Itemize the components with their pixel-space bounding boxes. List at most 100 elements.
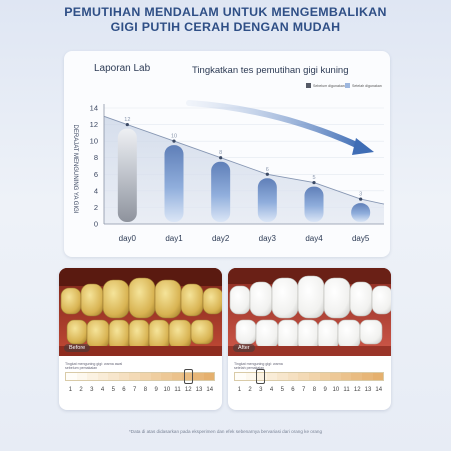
data-label-day4: 5 [312, 175, 315, 181]
x-tick-label: day5 [352, 234, 370, 243]
shade-number: 14 [206, 387, 214, 393]
shade-number: 7 [133, 387, 137, 393]
y-axis-label: DERAJAT MENGUNING YA GIGI [72, 125, 78, 214]
shade-swatch [97, 373, 109, 380]
after-photo-card: After Tingkat menguning gigi: warna sete… [228, 268, 391, 410]
bar-day4 [304, 186, 324, 222]
bar-day0 [117, 128, 137, 222]
x-tick-label: day4 [305, 234, 323, 243]
chart-legend: Sebelum digunakan Setelah digunakan [306, 83, 382, 88]
y-tick-label: 8 [94, 153, 98, 162]
legend-label-before: Sebelum digunakan [313, 84, 345, 88]
shade-number: 1 [68, 387, 73, 393]
shade-number: 8 [143, 387, 148, 393]
lab-report-chart: Laporan Lab Tingkatkan tes pemutihan gig… [72, 63, 385, 243]
footnote: *Data di atas didasarkan pada eksperimen… [128, 429, 323, 434]
shade-swatch [150, 373, 162, 380]
chart-title: Laporan Lab [94, 63, 151, 74]
shade-swatch [192, 373, 204, 380]
shade-swatch [171, 373, 183, 380]
before-shade-numbers: 1 2 3 4 5 6 7 8 9 10 11 12 13 14 [65, 387, 215, 393]
shade-swatch [277, 373, 288, 380]
data-point-day3 [265, 172, 269, 176]
bar-day2 [211, 161, 231, 222]
shade-swatch [351, 373, 362, 380]
y-tick-label: 14 [90, 104, 98, 113]
headline: PEMUTIHAN MENDALAM UNTUK MENGEMBALIKAN G… [0, 5, 451, 35]
shade-swatch [129, 373, 141, 380]
shade-swatch [87, 373, 98, 380]
bar-day5 [351, 203, 371, 222]
before-teeth-photo [59, 268, 222, 356]
trend-arrow [186, 100, 374, 155]
bar-day3 [257, 178, 277, 222]
legend-label-after: Setelah digunakan [352, 84, 382, 88]
shade-number: 12 [184, 387, 192, 393]
shade-number: 9 [323, 387, 327, 393]
shade-number: 1 [237, 387, 242, 393]
shade-swatch [361, 373, 373, 380]
shade-swatch [245, 373, 257, 380]
shade-number: 10 [163, 387, 171, 393]
shade-number: 12 [353, 387, 361, 393]
y-tick-label: 2 [94, 203, 98, 212]
x-tick-label: day1 [165, 234, 183, 243]
shade-number: 14 [375, 387, 383, 393]
shade-number: 3 [90, 387, 94, 393]
data-label-day1: 10 [171, 134, 177, 140]
y-tick-label: 4 [94, 186, 98, 195]
shade-number: 9 [154, 387, 158, 393]
shade-number: 3 [259, 387, 263, 393]
before-photo-card: Before Tingkat menguning gigi: warna awa… [59, 268, 222, 410]
after-shade-pointer [256, 369, 266, 384]
shade-swatch [140, 373, 151, 380]
data-point-day2 [219, 156, 223, 160]
before-scale-note: Tingkat menguning gigi: warna awal sebel… [65, 362, 123, 371]
after-teeth-photo [228, 268, 391, 356]
shade-swatch [298, 373, 310, 380]
trend-line [103, 115, 385, 205]
shade-swatch [203, 373, 215, 380]
data-label-day0: 12 [124, 117, 130, 123]
shade-swatch [256, 373, 267, 380]
after-scale-note: Tingkat menguning gigi: warna setelah pe… [234, 362, 283, 371]
shade-swatch [161, 373, 172, 380]
shade-number: 5 [111, 387, 115, 393]
y-tick-label: 6 [94, 170, 98, 179]
shade-swatch [266, 373, 278, 380]
shade-number: 7 [302, 387, 306, 393]
headline-line-2: GIGI PUTIH CERAH DENGAN MUDAH [110, 20, 341, 34]
shade-number: 6 [122, 387, 126, 393]
trend-area [104, 116, 384, 224]
shade-swatch [319, 373, 331, 380]
bar-day1 [164, 145, 184, 222]
shade-number: 11 [174, 387, 181, 393]
shade-number: 2 [79, 387, 83, 393]
x-tick-label: day2 [212, 234, 230, 243]
y-tick-label: 0 [94, 220, 98, 229]
chart-subtitle: Tingkatkan tes pemutihan gigi kuning [192, 65, 349, 76]
shade-swatch [76, 373, 88, 380]
data-label-day3: 6 [266, 167, 269, 173]
data-point-day0 [125, 122, 129, 127]
data-point-day5 [359, 197, 363, 201]
after-shade-bar [234, 372, 384, 381]
shade-swatch [309, 373, 320, 380]
before-shade-pointer [183, 369, 193, 384]
data-point-day1 [172, 139, 176, 143]
shade-swatch [372, 373, 384, 380]
shade-number: 13 [195, 387, 203, 393]
shade-number: 5 [280, 387, 284, 393]
y-tick-label: 12 [90, 120, 98, 129]
before-tag: Before [64, 344, 91, 352]
shade-number: 13 [364, 387, 372, 393]
shade-swatch [287, 373, 299, 380]
y-tick-label: 10 [90, 137, 98, 146]
before-shade-bar [65, 372, 215, 381]
shade-swatch [235, 373, 246, 380]
shade-number: 10 [332, 387, 340, 393]
after-shade-numbers: 1 2 3 4 5 6 7 8 9 10 11 12 13 14 [234, 387, 384, 393]
shade-swatch [182, 373, 193, 380]
data-point-day4 [312, 180, 316, 185]
shade-swatch [340, 373, 352, 380]
